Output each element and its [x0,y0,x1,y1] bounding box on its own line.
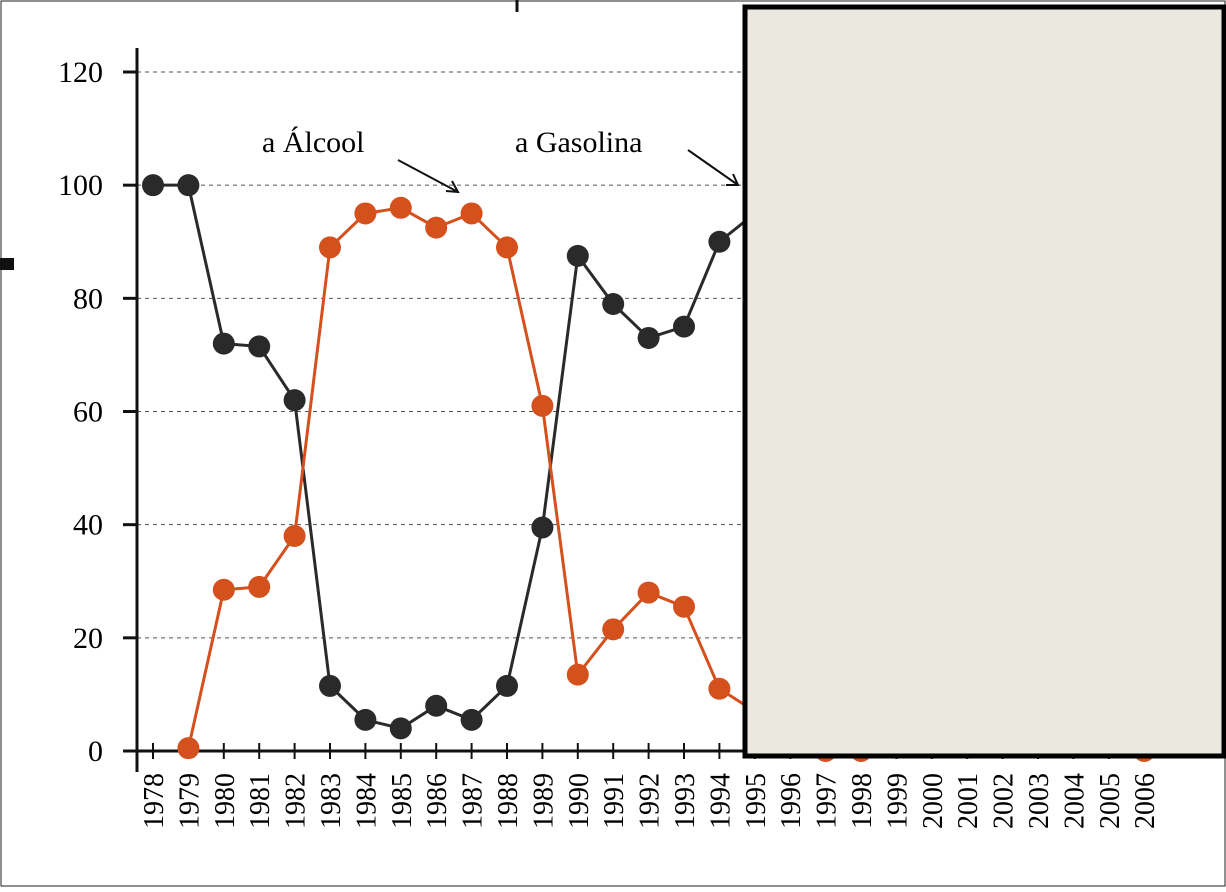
series-point [177,174,200,197]
x-tick-label: 1985 [387,773,418,829]
series-point [319,674,341,697]
series-point [425,216,448,239]
x-tick-label: 1990 [564,773,595,829]
series-point [283,389,306,412]
series-point [673,595,695,618]
occluding-box [742,4,1226,759]
series-point [566,244,589,267]
x-tick-label: 1991 [599,773,630,829]
series-point [319,236,341,259]
series-point [212,578,235,601]
series-point [637,326,660,349]
series-annotation: a Gasolina [515,126,642,159]
x-tick-label: 1992 [635,773,666,829]
series-point [602,618,625,641]
x-tick-label: 1999 [882,773,913,829]
series-point [354,202,377,225]
series-point [248,335,271,358]
x-tick-label: 1993 [670,773,701,829]
series-point [531,516,554,539]
series-point [496,236,518,259]
series-point [212,332,235,355]
series-point [496,674,518,697]
edge-mark [0,258,14,270]
x-tick-label: 1994 [705,773,736,829]
y-tick-label: 100 [58,169,103,202]
series-point [389,196,412,219]
x-tick-label: 2004 [1059,773,1090,829]
series-point [389,717,412,740]
x-tick-label: 1989 [528,773,559,829]
x-tick-label: 2003 [1024,773,1055,829]
x-tick-label: 1983 [316,773,347,829]
series-annotation: a Álcool [262,126,364,159]
series-point [460,202,483,225]
x-tick-label: 1988 [493,773,524,829]
y-tick-label: 40 [73,509,103,542]
y-tick-label: 0 [88,735,103,768]
x-tick-label: 1984 [351,773,382,829]
x-tick-label: 1980 [210,773,241,829]
x-tick-label: 1998 [847,773,878,829]
series-point [177,737,200,760]
series-point [708,677,731,700]
series-point [708,230,731,253]
series-point [460,708,483,731]
x-tick-label: 1981 [245,773,276,829]
x-tick-label: 2001 [953,773,984,829]
annotation-arrow [687,149,740,186]
series-point [602,292,625,315]
x-tick-label: 2006 [1130,773,1161,829]
x-tick-label: 2000 [918,773,949,829]
series-point [637,581,660,604]
series-point [531,394,554,417]
x-tick-label: 1979 [174,773,205,829]
x-tick-label: 1978 [139,773,170,829]
y-tick-label: 60 [73,396,103,429]
y-tick-label: 80 [73,282,103,315]
y-tick-label: 20 [73,622,103,655]
annotation-arrow [397,159,460,194]
series-point [354,708,377,731]
x-tick-label: 1996 [776,773,807,829]
y-tick-label: 120 [58,56,103,89]
series-point [425,694,448,717]
series-point [566,663,589,686]
x-tick-label: 1997 [812,773,843,829]
series-point [142,174,164,197]
x-tick-label: 1986 [422,773,453,829]
x-tick-label: 1982 [281,773,312,829]
x-tick-label: 1987 [458,773,489,829]
series-point [248,575,271,598]
x-tick-label: 1995 [741,773,772,829]
series-point [283,524,306,547]
x-tick-label: 2002 [989,773,1020,829]
x-tick-label: 2005 [1095,773,1126,829]
series-point [673,315,695,338]
